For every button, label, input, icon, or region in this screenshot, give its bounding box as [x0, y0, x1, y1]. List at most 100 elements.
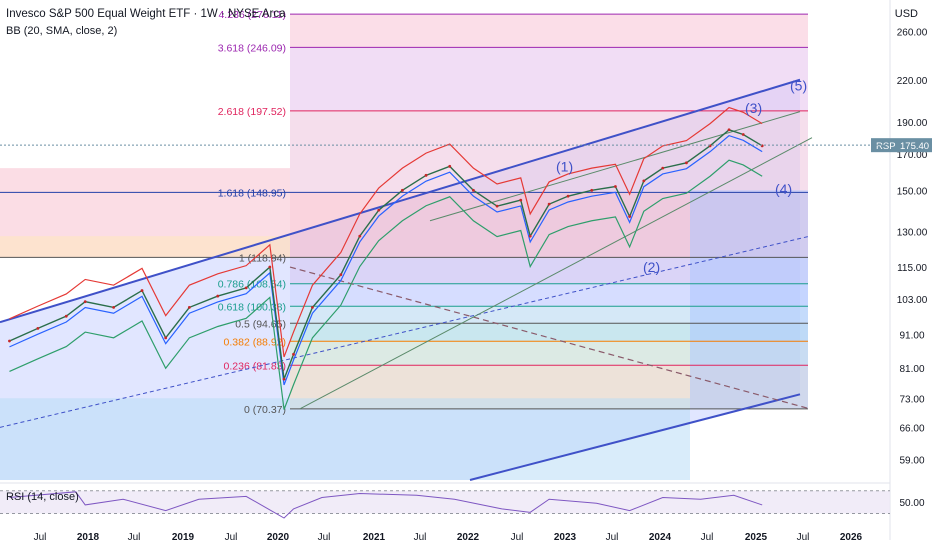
price-point: [495, 204, 499, 208]
x-tick-label: 2022: [457, 532, 480, 543]
fib-zone: [290, 323, 808, 342]
price-point: [727, 128, 731, 132]
x-tick-label: Jul: [797, 532, 810, 543]
bb-lower: [9, 159, 763, 410]
x-tick-label: Jul: [701, 532, 714, 543]
fib-label: 0 (70.37): [244, 404, 286, 416]
x-tick-label: Jul: [318, 532, 331, 543]
price-point: [358, 234, 362, 238]
fib-zone-left: [0, 236, 290, 258]
x-tick-label: Jul: [225, 532, 238, 543]
y-tick-label: 59.00: [899, 456, 924, 467]
price-point: [244, 286, 248, 290]
price-point: [642, 179, 646, 183]
fib-label: 0.786 (108.54): [218, 279, 286, 291]
fib-zone: [290, 341, 808, 366]
price-point: [311, 305, 314, 309]
y-tick-label: 220.00: [897, 76, 928, 87]
y-tick-label: 260.00: [897, 28, 928, 39]
price-point: [685, 161, 688, 165]
x-tick-label: 2026: [840, 532, 863, 543]
fib-label: 0.382 (88.92): [224, 336, 286, 348]
price-point: [187, 305, 191, 309]
wave-label: (2): [643, 259, 660, 275]
lower-zone: [0, 398, 690, 480]
x-tick-label: Jul: [128, 532, 141, 543]
fib-label: 1.618 (148.95): [218, 187, 286, 199]
price-point: [590, 188, 594, 192]
wave-label: (3): [745, 100, 762, 116]
x-tick-label: 2021: [363, 532, 386, 543]
price-point: [741, 133, 745, 136]
dashed-trend: [0, 235, 811, 428]
price-point: [528, 234, 532, 238]
price-point: [8, 339, 11, 343]
channel-upper-line: [0, 78, 801, 324]
x-tick-label: Jul: [34, 532, 47, 543]
wave-label: (1): [556, 159, 573, 175]
y-tick-label: 103.00: [897, 295, 928, 306]
price-point: [164, 336, 168, 340]
price-point: [628, 215, 632, 218]
x-tick-label: 2019: [172, 532, 195, 543]
price-point: [268, 265, 272, 269]
price-badge-symbol: RSP: [876, 141, 896, 152]
y-tick-label: 170.00: [897, 150, 928, 161]
fib-label: 2.618 (197.52): [218, 106, 286, 118]
price-point: [614, 185, 617, 188]
rsi-label[interactable]: RSI (14, close): [6, 491, 79, 503]
fib-label: 0.618 (100.38): [218, 301, 286, 313]
channel-lower-line: [469, 393, 801, 481]
rsi-line: [9, 491, 763, 519]
y-tick-label: 190.00: [897, 118, 928, 129]
x-tick-label: 2025: [745, 532, 768, 543]
x-tick-label: 2020: [267, 532, 290, 543]
y-tick-label: 66.00: [899, 423, 924, 434]
x-tick-label: 2018: [77, 532, 100, 543]
price-point: [566, 194, 570, 198]
currency-label[interactable]: USD: [894, 8, 918, 20]
fib-zone: [290, 14, 808, 48]
price-point: [400, 188, 404, 192]
rsi-band: [0, 490, 890, 514]
price-point: [547, 202, 551, 206]
price-point: [661, 166, 665, 170]
fib-label: 4.236 (276.11): [218, 9, 286, 21]
rsi-tick-label: 50.00: [899, 498, 924, 509]
fib-zone: [290, 47, 808, 111]
x-tick-label: 2023: [554, 532, 577, 543]
fib-zone: [290, 306, 808, 324]
x-tick-label: Jul: [414, 532, 427, 543]
price-point: [64, 314, 68, 318]
price-point: [424, 173, 428, 177]
fib-zone: [290, 283, 808, 307]
price-point: [36, 326, 40, 330]
price-point: [377, 208, 381, 212]
fib-label: 1 (118.94): [239, 252, 286, 264]
bb-upper: [9, 106, 763, 358]
y-tick-label: 115.00: [897, 263, 927, 274]
price-badge-value: 175.40: [900, 141, 929, 152]
price-line: [9, 128, 763, 380]
price-point: [292, 352, 295, 356]
price-point: [140, 289, 144, 292]
price-point: [448, 164, 452, 168]
x-tick-label: Jul: [606, 532, 619, 543]
y-tick-label: 81.00: [899, 364, 924, 375]
price-point: [112, 305, 116, 309]
price-point: [339, 273, 343, 277]
y-tick-label: 150.00: [897, 186, 928, 197]
price-point: [282, 377, 286, 381]
fib-label: 0.236 (81.83): [224, 360, 286, 372]
indicator-label[interactable]: BB (20, SMA, close, 2): [6, 25, 118, 37]
fib-zone: [290, 110, 808, 193]
y-tick-label: 130.00: [897, 228, 928, 239]
wave-label: (5): [790, 77, 807, 93]
x-tick-label: 2024: [649, 532, 672, 543]
wave-label: (4): [775, 181, 792, 197]
price-badge: [871, 138, 932, 153]
chart-title: Invesco S&P 500 Equal Weight ETF · 1W · …: [6, 8, 286, 20]
price-point: [83, 300, 87, 304]
